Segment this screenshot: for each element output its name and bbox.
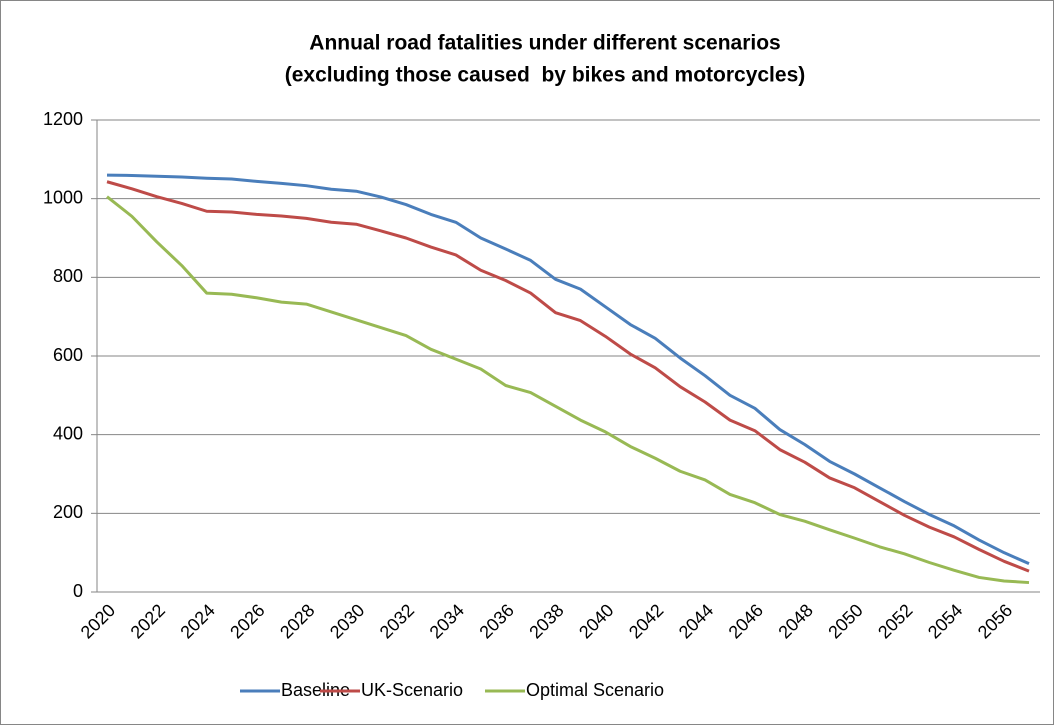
legend-label: Optimal Scenario: [526, 680, 664, 700]
series-line: [106, 173, 1030, 566]
y-tick-label: 600: [53, 345, 83, 365]
y-tick-label: 200: [53, 502, 83, 522]
chart-subtitle: (excluding those caused by bikes and mot…: [285, 64, 806, 87]
series-line: [106, 195, 1030, 585]
y-tick-label: 400: [53, 423, 83, 443]
series-line: [106, 180, 1030, 573]
legend-label: Baseline: [281, 680, 350, 700]
y-tick-label: 800: [53, 266, 83, 286]
chart-title: Annual road fatalities under different s…: [309, 32, 780, 55]
legend-label: UK-Scenario: [361, 680, 463, 700]
y-tick-label: 0: [73, 581, 83, 601]
y-tick-label: 1000: [43, 187, 83, 207]
y-tick-label: 1200: [43, 109, 83, 129]
